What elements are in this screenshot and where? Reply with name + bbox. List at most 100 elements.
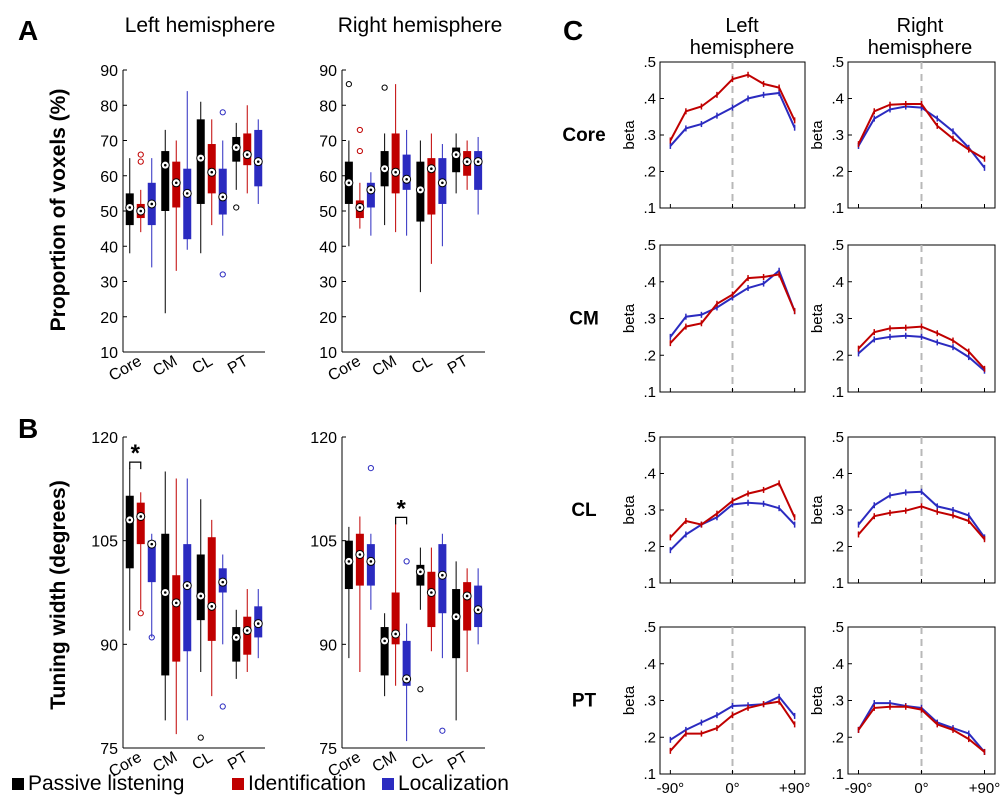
y-tick-label: .1 [643, 766, 656, 783]
significance-star: * [396, 495, 406, 522]
y-tick-label: .3 [831, 502, 844, 519]
y-tick-label: 80 [100, 98, 118, 115]
c-title-left-line1: Left [725, 15, 759, 37]
ylabel-proportion: Proportion of voxels (%) [47, 89, 70, 332]
box-core-localization [147, 158, 157, 268]
line-panel-pt-right: beta .1 .2 .3 .4 .5 -90° 0° +90° [809, 619, 1000, 797]
y-tick-label: 120 [310, 430, 337, 447]
box-cl-passive [415, 140, 425, 293]
c-title-left-line2: hemisphere [690, 37, 795, 59]
box-body [125, 495, 134, 569]
median-dot [174, 181, 178, 185]
box-pt-passive [451, 133, 461, 194]
box-cl-localization [437, 533, 447, 734]
beta-label: beta [809, 685, 826, 715]
box-core-localization [147, 533, 157, 641]
title-right-hemisphere: Right hemisphere [338, 14, 503, 37]
median-dot [150, 542, 154, 546]
median-dot [476, 160, 480, 163]
box-cm-identification [391, 523, 401, 686]
y-tick-label: 120 [91, 430, 118, 447]
y-tick-label: .5 [831, 429, 844, 446]
box-pt-passive [231, 122, 241, 211]
y-tick-label: .1 [643, 575, 656, 592]
median-dot [465, 160, 469, 163]
median-dot [245, 629, 249, 632]
y-tick-label: 10 [100, 345, 118, 362]
box-pt-localization [473, 136, 483, 215]
box-cl-identification [426, 547, 436, 652]
y-tick-label: 20 [100, 310, 118, 327]
median-dot [185, 584, 189, 587]
median-dot [405, 677, 408, 681]
outlier [356, 147, 363, 155]
box-body [161, 533, 170, 676]
box-pt-passive [451, 561, 461, 721]
y-tick-label: 50 [319, 204, 337, 221]
line-panel-core-left: beta .1 .2 .3 .4 .5 [621, 54, 806, 217]
median-dot [441, 181, 444, 185]
median-dot [150, 202, 154, 206]
outlier [137, 151, 144, 158]
median-dot [199, 156, 203, 160]
box-body [391, 133, 400, 194]
y-tick-label: 10 [319, 345, 337, 362]
box-body [474, 151, 483, 190]
box-body [452, 147, 461, 173]
box-cl-identification [207, 519, 217, 697]
region-label-core: Core [562, 125, 605, 146]
y-tick-label: .5 [643, 237, 656, 254]
y-tick-label: 90 [100, 63, 118, 80]
beta-label: beta [621, 685, 638, 715]
median-dot [430, 591, 433, 594]
beta-label: beta [809, 120, 826, 150]
box-body [196, 554, 205, 621]
y-tick-label: 90 [100, 637, 118, 654]
median-dot [199, 594, 203, 598]
box-core-identification [355, 126, 365, 229]
series-line-localization [669, 269, 796, 338]
box-cl-passive [196, 499, 206, 741]
bracket-line [395, 516, 408, 525]
y-tick-label: 75 [319, 741, 337, 758]
outlier [403, 558, 410, 565]
box-cl-localization [218, 554, 228, 710]
box-body [366, 182, 375, 208]
median-dot [210, 605, 214, 608]
y-tick-label: .1 [831, 200, 844, 217]
region-label-pt: PT [572, 691, 597, 712]
median-dot [476, 608, 480, 612]
legend-swatch-localization [382, 778, 394, 790]
outlier [219, 271, 226, 278]
box-body [463, 582, 472, 631]
median-dot [358, 553, 362, 556]
line-panel-cl-right: beta .1 .2 .3 .4 .5 [809, 429, 996, 592]
median-dot [163, 163, 167, 167]
line-panel-pt-left: beta .1 .2 .3 .4 .5 -90° 0° +90° [621, 619, 810, 797]
significance-star: * [131, 440, 141, 467]
median-dot [210, 170, 214, 174]
x-tick-label-cl: CL [190, 353, 216, 378]
y-tick-label: 20 [319, 310, 337, 327]
outlier [367, 465, 374, 472]
box-core-identification [136, 151, 146, 233]
x-tick-label-pt: PT [225, 749, 251, 774]
median-dot [454, 615, 458, 618]
beta-label: beta [621, 303, 638, 333]
box-body [355, 533, 364, 586]
line-panel-cm-right: beta .1 .2 .3 .4 .5 [809, 237, 996, 401]
y-tick-label: 50 [100, 204, 118, 221]
median-dot [419, 188, 422, 192]
box-cl-passive [196, 101, 206, 254]
box-body [207, 537, 216, 641]
y-tick-label: 30 [319, 275, 337, 292]
y-tick-label: .2 [831, 347, 844, 364]
box-body [147, 540, 156, 583]
median-dot [369, 188, 373, 192]
beta-label: beta [809, 495, 826, 525]
box-cm-localization [402, 129, 412, 236]
median-dot [383, 167, 386, 170]
